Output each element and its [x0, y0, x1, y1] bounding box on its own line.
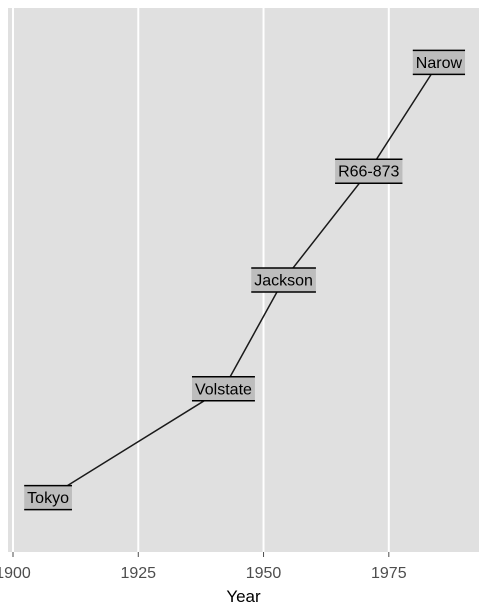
point-label-text: Narow [416, 55, 463, 72]
x-tick-label-1950: 1950 [246, 565, 282, 582]
point-label-r66-873: R66-873 [335, 158, 403, 184]
x-tick-label-1900: 1900 [0, 565, 31, 582]
point-label-text: Jackson [254, 273, 313, 290]
point-label-volstate: Volstate [191, 376, 255, 402]
plot-panel [8, 8, 479, 552]
point-label-box [24, 485, 72, 510]
point-label-text: R66-873 [338, 164, 399, 181]
point-label-jackson: Jackson [251, 267, 316, 293]
point-label-box [335, 159, 403, 184]
point-label-text: Volstate [195, 381, 252, 398]
point-label-text: Tokyo [27, 490, 69, 507]
x-tick-label-1925: 1925 [120, 565, 156, 582]
x-axis: 1900 1925 1950 1975 [0, 552, 407, 582]
x-tick-label-1975: 1975 [371, 565, 407, 582]
point-label-narow: Narow [412, 49, 466, 76]
x-axis-title: Year [226, 587, 261, 606]
point-label-box [191, 376, 255, 401]
point-label-box [412, 50, 466, 75]
point-labels: Tokyo Volstate Jackson R66-873 Narow [24, 49, 466, 511]
point-label-tokyo: Tokyo [24, 484, 72, 511]
point-label-box [251, 268, 316, 292]
